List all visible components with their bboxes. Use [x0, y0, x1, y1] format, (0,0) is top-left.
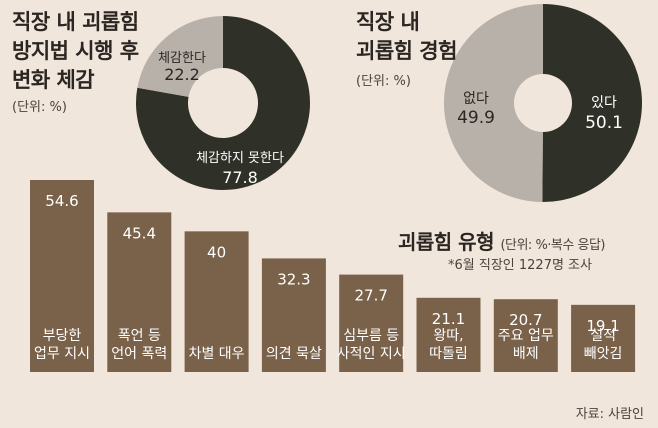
bar-category-label: 따돌림 — [429, 346, 468, 362]
donut-slice-label: 있다 — [591, 95, 617, 111]
donut-slice-value: 50.1 — [585, 113, 623, 133]
donut-slice-label: 체감한다 — [158, 51, 206, 66]
bar — [30, 180, 94, 372]
bar-category-label: 배제 — [513, 346, 539, 362]
bar-category-label: 업무 지시 — [34, 346, 90, 362]
bar — [184, 231, 249, 372]
donut-slice-value: 77.8 — [222, 168, 258, 187]
bar-category-label: 심부름 등 — [343, 328, 399, 344]
donut-slice-label: 없다 — [463, 91, 489, 107]
bar-title: 괴롭힘 유형 (단위: %·복수 응답) — [398, 226, 605, 255]
pie1-title-line: 변화 체감 — [12, 68, 95, 92]
donut-slice-value: 22.2 — [164, 65, 200, 84]
source-credit: 자료: 사람인 — [575, 407, 644, 422]
bar-value-label: 45.4 — [123, 224, 156, 242]
bar-value-label: 54.6 — [45, 192, 78, 210]
bar-value-label: 20.7 — [509, 311, 542, 329]
donut-slice — [137, 16, 223, 97]
bar-category-label: 폭언 등 — [118, 328, 161, 344]
bar-category-label: 의견 묵살 — [266, 346, 322, 362]
pie1-title-line: 방지법 시행 후 — [12, 39, 139, 63]
donut-slice — [444, 4, 543, 202]
bar-unit: (단위: %·복수 응답) — [500, 238, 605, 253]
donut-slice — [542, 4, 643, 202]
bar-category-label: 왕따, — [433, 328, 463, 344]
bar — [416, 297, 481, 372]
bar-category-label: 언어 폭력 — [111, 346, 167, 362]
bar-category-label: 실적 — [590, 328, 616, 344]
pie2-title: 직장 내 괴롭힘 경험 — [356, 8, 457, 66]
bar-value-label: 32.3 — [277, 270, 310, 288]
bar — [339, 274, 404, 372]
bar-value-label: 27.7 — [354, 287, 387, 305]
bar-category-label: 부당한 — [43, 328, 82, 344]
pie2-title-line: 직장 내 — [356, 10, 420, 34]
bar-value-label: 21.1 — [432, 310, 465, 328]
bar-title-text: 괴롭힘 유형 — [398, 230, 494, 254]
bar-value-label: 19.1 — [586, 317, 619, 335]
bar — [571, 304, 636, 372]
pie1-title-line: 직장 내 괴롭힘 — [12, 10, 139, 34]
pie1-unit: (단위: %) — [12, 100, 67, 115]
survey-note: *6월 직장인 1227명 조사 — [448, 258, 592, 273]
bar-category-label: 빼앗김 — [584, 346, 623, 362]
pie1-title: 직장 내 괴롭힘 방지법 시행 후 변화 체감 — [12, 8, 139, 95]
bar-value-label: 40 — [207, 243, 226, 261]
bar-category-label: 차별 대우 — [189, 346, 245, 362]
pie2-title-line: 괴롭힘 경험 — [356, 39, 457, 63]
bar-category-label: 사적인 지시 — [337, 346, 406, 362]
donut-slice-label: 체감하지 못한다 — [196, 151, 284, 166]
bar — [107, 212, 172, 372]
bar-category-label: 주요 업무 — [498, 328, 554, 344]
pie2-unit: (단위: %) — [356, 74, 411, 89]
bar — [261, 258, 326, 372]
bar — [493, 299, 558, 372]
donut-slice — [136, 16, 310, 190]
donut-slice-value: 49.9 — [457, 108, 495, 128]
